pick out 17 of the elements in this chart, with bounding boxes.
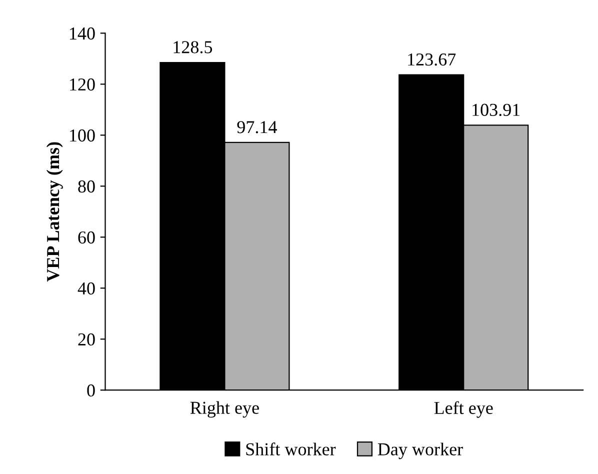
y-tick-label: 20 <box>78 333 95 346</box>
data-label: 103.91 <box>472 104 520 116</box>
y-tick-label: 40 <box>78 282 95 295</box>
y-tick-label: 100 <box>70 129 95 142</box>
data-label: 97.14 <box>237 121 277 134</box>
y-tick-label: 60 <box>78 231 95 244</box>
y-tick-label: 120 <box>70 78 95 91</box>
x-tick-label: Left eye <box>434 401 493 418</box>
y-tick-label: 0 <box>87 384 95 397</box>
legend-label: Day worker <box>378 442 463 460</box>
data-label: 128.5 <box>174 41 212 54</box>
x-tick-label: Right eye <box>190 401 259 418</box>
data-label: 123.67 <box>408 53 456 66</box>
y-tick-label: 140 <box>70 27 95 40</box>
y-axis-title: VEP Latency (ms) <box>46 142 63 282</box>
legend-label: Shift worker <box>246 442 336 456</box>
y-tick-label: 80 <box>78 180 95 193</box>
